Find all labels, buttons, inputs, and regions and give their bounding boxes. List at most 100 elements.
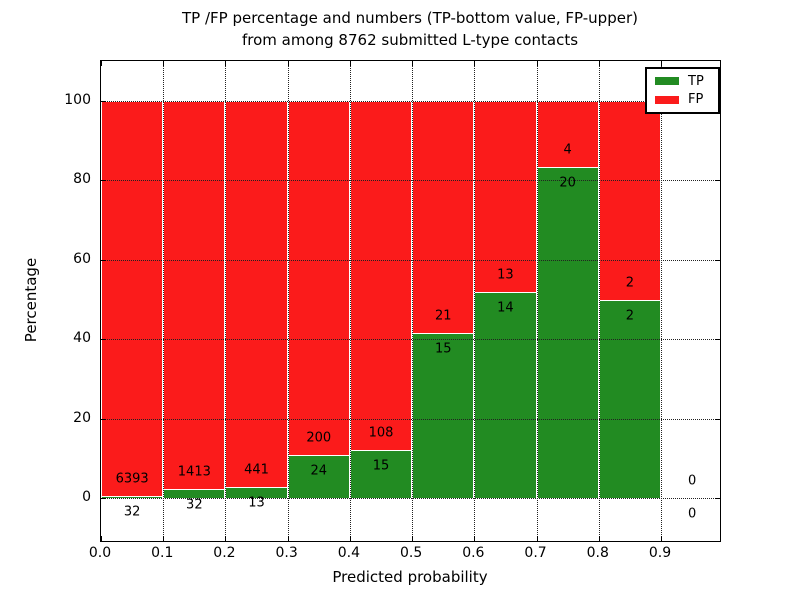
fp-bar-segment <box>163 101 226 490</box>
tp-count-label: 32 <box>123 504 141 520</box>
y-tick-left <box>101 498 106 499</box>
x-tick-bottom <box>474 536 476 541</box>
y-gridline <box>101 101 720 102</box>
x-tick-top <box>598 61 600 66</box>
x-tick-bottom <box>101 536 102 541</box>
y-tick-label: 80 <box>73 171 91 188</box>
fp-bar-segment <box>287 101 350 456</box>
x-tick-bottom <box>598 536 600 541</box>
x-tick-bottom <box>536 536 538 541</box>
y-tick-left <box>101 180 106 182</box>
y-gridline <box>101 339 720 341</box>
x-gridline <box>163 61 165 541</box>
x-tick-top <box>474 61 476 66</box>
tp-legend-swatch <box>655 77 679 86</box>
tp-count-label: 24 <box>310 463 328 479</box>
x-tick-label: 0.8 <box>586 545 609 561</box>
fp-bar-segment <box>412 101 475 333</box>
x-tick-label: 0.6 <box>462 545 485 561</box>
tp-bar-segment <box>536 167 599 498</box>
x-tick-label: 0.7 <box>524 545 547 561</box>
x-gridline <box>474 61 476 541</box>
x-tick-bottom <box>225 536 227 541</box>
tp-bar-segment <box>163 489 226 498</box>
x-tick-label: 0.9 <box>648 545 672 561</box>
tp-count-label: 0 <box>687 506 697 522</box>
tp-bar-segment <box>474 292 537 498</box>
y-tick-right <box>715 339 720 341</box>
x-gridline <box>536 61 538 541</box>
y-tick-right <box>715 180 720 182</box>
plot-area: TP FP 6393 32 1413 32 441 13 200 24 108 15 21 15 13 1… <box>100 60 721 542</box>
tp-count-label: 32 <box>186 497 203 513</box>
fp-count-label: 441 <box>244 462 269 478</box>
tp-bar-segment <box>101 496 164 498</box>
fp-count-label: 21 <box>434 308 452 324</box>
tp-bar-segment <box>349 449 413 498</box>
x-tick-top <box>661 61 662 66</box>
y-tick-right <box>715 259 720 261</box>
x-tick-bottom <box>412 536 414 541</box>
tp-count-label: 2 <box>625 308 635 323</box>
x-tick-top <box>101 61 102 66</box>
x-gridline <box>661 61 662 541</box>
fp-count-label: 4 <box>563 142 572 158</box>
y-axis-label: Percentage <box>22 257 40 343</box>
fp-count-label: 200 <box>306 430 332 446</box>
fp-bar-segment <box>474 101 537 293</box>
x-tick-label: 0.5 <box>399 545 423 561</box>
fp-count-label: 1413 <box>177 464 211 480</box>
chart-title: TP /FP percentage and numbers (TP-bottom… <box>100 7 720 51</box>
y-tick-left <box>101 101 106 102</box>
fp-count-label: 108 <box>368 425 394 441</box>
fp-count-label: 2 <box>625 275 635 290</box>
x-tick-bottom <box>163 536 165 541</box>
x-tick-top <box>163 61 165 66</box>
x-tick-top <box>287 61 289 66</box>
x-tick-top <box>412 61 414 66</box>
y-gridline <box>101 498 720 499</box>
tp-count-label: 14 <box>497 300 514 316</box>
x-tick-label: 0.0 <box>88 545 112 561</box>
x-gridline <box>349 61 351 541</box>
x-tick-bottom <box>287 536 289 541</box>
fp-bar-segment <box>598 101 661 300</box>
x-gridline <box>287 61 289 541</box>
y-tick-left <box>101 418 106 420</box>
x-gridline <box>598 61 600 541</box>
x-tick-top <box>225 61 227 66</box>
chart-title-line1: TP /FP percentage and numbers (TP-bottom… <box>182 9 638 27</box>
fp-count-label: 13 <box>497 267 514 283</box>
fp-bar-segment <box>225 101 288 487</box>
fp-legend-swatch <box>655 95 679 104</box>
fp-count-label: 0 <box>687 473 697 489</box>
x-tick-label: 0.3 <box>275 545 298 561</box>
fp-bar-segment <box>101 101 164 497</box>
x-tick-label: 0.4 <box>337 545 361 561</box>
fp-legend-label: FP <box>688 92 704 108</box>
x-tick-top <box>349 61 351 66</box>
x-tick-bottom <box>661 536 662 541</box>
x-tick-label: 0.2 <box>213 545 236 561</box>
tp-bar-segment <box>287 455 350 498</box>
tp-bar-segment <box>598 299 661 498</box>
x-tick-label: 0.1 <box>151 545 174 561</box>
fp-count-label: 6393 <box>115 471 149 487</box>
y-tick-label: 60 <box>73 250 91 267</box>
y-tick-label: 40 <box>73 330 91 347</box>
legend-item-tp: TP <box>655 75 718 88</box>
legend: TP FP <box>645 67 720 114</box>
tp-count-label: 13 <box>248 495 265 511</box>
tp-count-label: 15 <box>372 458 390 474</box>
tp-legend-label: TP <box>688 73 704 89</box>
y-tick-right <box>715 418 720 420</box>
y-tick-label: 0 <box>82 489 91 505</box>
x-tick-bottom <box>349 536 351 541</box>
x-axis-label: Predicted probability <box>332 568 488 586</box>
tp-count-label: 20 <box>559 175 576 191</box>
x-gridline <box>225 61 227 541</box>
fp-bar-segment <box>349 101 413 450</box>
y-gridline <box>101 180 720 182</box>
y-tick-label: 100 <box>64 92 91 108</box>
